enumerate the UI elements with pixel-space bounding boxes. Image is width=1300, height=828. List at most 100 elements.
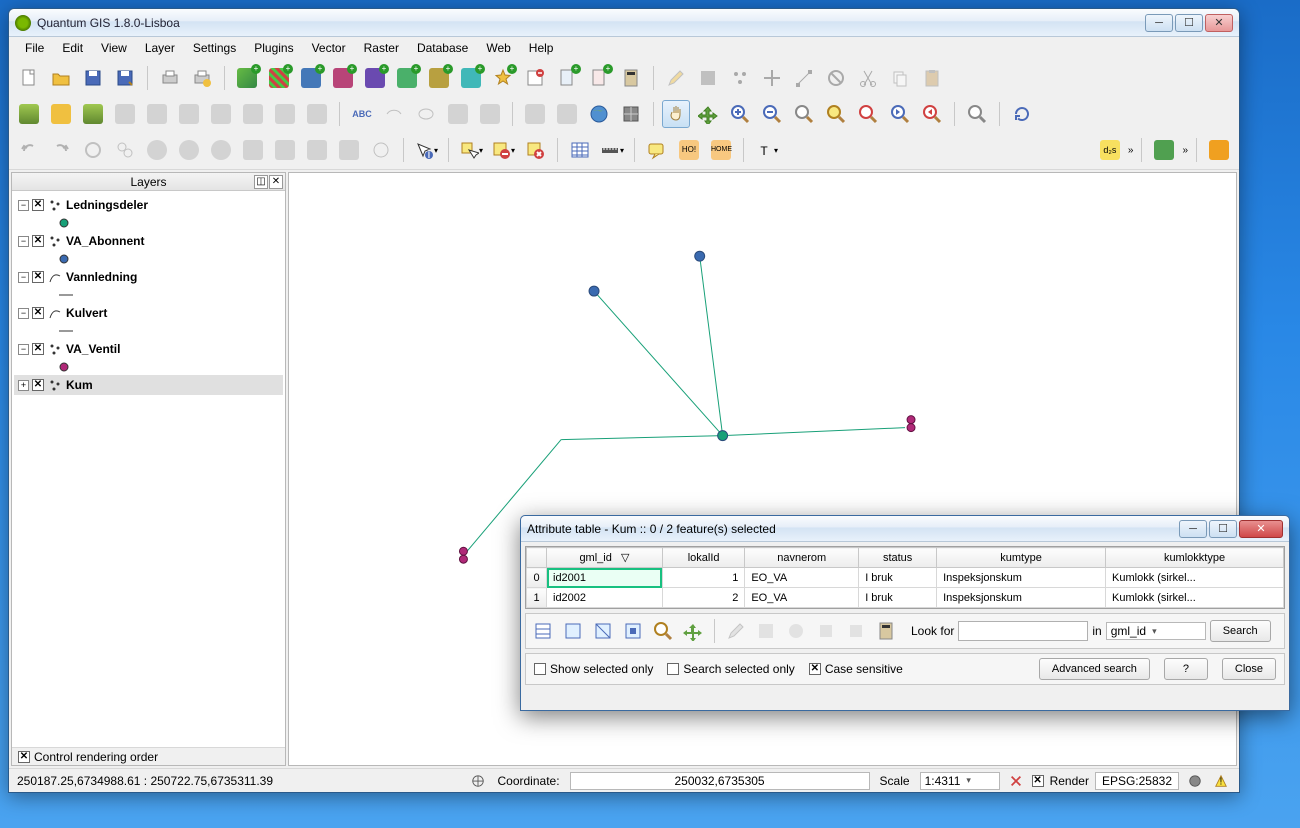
zoom-last-button[interactable] — [886, 100, 914, 128]
new-shapefile-button[interactable]: + — [585, 64, 613, 92]
cut-button[interactable] — [854, 64, 882, 92]
layer-checkbox[interactable]: ✕ — [32, 271, 44, 283]
attr-cell[interactable]: I bruk — [859, 588, 937, 608]
attr-col-header[interactable]: status — [859, 548, 937, 568]
add-wms-button[interactable]: + — [361, 64, 389, 92]
grass-tool-5[interactable] — [143, 100, 171, 128]
grass-tool-1[interactable] — [15, 100, 43, 128]
menu-database[interactable]: Database — [409, 39, 476, 57]
attr-col-header[interactable]: lokalId — [662, 548, 744, 568]
select-button[interactable]: ▾ — [457, 136, 485, 164]
raster-tool-1[interactable] — [521, 100, 549, 128]
menu-help[interactable]: Help — [521, 39, 562, 57]
digitize-8[interactable] — [303, 136, 331, 164]
search-input[interactable] — [958, 621, 1088, 641]
menu-view[interactable]: View — [93, 39, 135, 57]
grass-tool-4[interactable] — [111, 100, 139, 128]
zoom-in-button[interactable] — [726, 100, 754, 128]
paste-button[interactable] — [918, 64, 946, 92]
attr-pan-button[interactable] — [680, 618, 706, 644]
print-composer-button[interactable] — [156, 64, 184, 92]
attr-col-header[interactable]: kumtype — [937, 548, 1106, 568]
text-annotation-button[interactable]: T▾ — [752, 136, 780, 164]
attr-row-header[interactable]: 0 — [527, 568, 547, 588]
add-feature-button[interactable] — [726, 64, 754, 92]
tree-toggle[interactable]: − — [18, 236, 29, 247]
plugin-button[interactable] — [1205, 136, 1233, 164]
close-button[interactable]: Close — [1222, 658, 1276, 680]
measure-button[interactable]: ▾ — [598, 136, 626, 164]
attr-copy-button[interactable] — [620, 618, 646, 644]
attr-col-header[interactable]: navnerom — [745, 548, 859, 568]
menu-raster[interactable]: Raster — [356, 39, 407, 57]
attr-field-calc-button[interactable] — [873, 618, 899, 644]
deselect-all-button[interactable] — [521, 136, 549, 164]
label-tool-2[interactable] — [380, 100, 408, 128]
save-edits-button[interactable] — [694, 64, 722, 92]
coord-input[interactable]: 250032,6735305 — [570, 772, 870, 790]
refresh-button[interactable] — [1008, 100, 1036, 128]
attr-delete-button[interactable] — [753, 618, 779, 644]
raster-tool-2[interactable] — [553, 100, 581, 128]
add-wfs-button[interactable]: + — [393, 64, 421, 92]
attr-cell[interactable]: id2001 — [547, 568, 663, 588]
layer-row[interactable]: − ✕ VA_Ventil — [14, 339, 283, 359]
add-spatialite-button[interactable]: + — [329, 64, 357, 92]
layers-close-button[interactable]: ✕ — [269, 175, 283, 189]
add-vector-button[interactable]: + — [233, 64, 261, 92]
layer-checkbox[interactable]: ✕ — [32, 307, 44, 319]
layer-checkbox[interactable]: ✕ — [32, 235, 44, 247]
attr-maximize-button[interactable]: ☐ — [1209, 520, 1237, 538]
tree-toggle[interactable]: − — [18, 272, 29, 283]
grass-tool-7[interactable] — [207, 100, 235, 128]
attr-row-header[interactable]: 1 — [527, 588, 547, 608]
attr-titlebar[interactable]: Attribute table - Kum :: 0 / 2 feature(s… — [521, 516, 1289, 542]
attr-col-header[interactable]: gml_id ▽ — [547, 548, 663, 568]
calculator-button[interactable] — [617, 64, 645, 92]
zoom-full-button[interactable] — [790, 100, 818, 128]
attr-close-button[interactable]: ✕ — [1239, 520, 1283, 538]
maximize-button[interactable]: ☐ — [1175, 14, 1203, 32]
grass-tool-3[interactable] — [79, 100, 107, 128]
stop-render-button[interactable] — [1006, 771, 1026, 791]
label-tool-5[interactable] — [476, 100, 504, 128]
menu-layer[interactable]: Layer — [137, 39, 183, 57]
zoom-actual-button[interactable] — [963, 100, 991, 128]
layer-row[interactable]: − ✕ Kulvert — [14, 303, 283, 323]
layers-undock-button[interactable]: ◫ — [254, 175, 268, 189]
grass-tool-9[interactable] — [271, 100, 299, 128]
layer-row[interactable]: − ✕ Ledningsdeler — [14, 195, 283, 215]
close-button[interactable]: ✕ — [1205, 14, 1233, 32]
crs-button[interactable] — [1185, 771, 1205, 791]
attr-new-col-button[interactable] — [783, 618, 809, 644]
label-tool-4[interactable] — [444, 100, 472, 128]
menu-settings[interactable]: Settings — [185, 39, 244, 57]
digitize-3[interactable] — [143, 136, 171, 164]
tree-toggle[interactable]: − — [18, 200, 29, 211]
zoom-selection-button[interactable] — [822, 100, 850, 128]
tree-toggle[interactable]: + — [18, 380, 29, 391]
d2s-button[interactable]: d₂s — [1096, 136, 1124, 164]
attr-cell[interactable]: id2002 — [547, 588, 663, 608]
remove-layer-button[interactable] — [521, 64, 549, 92]
render-order-checkbox[interactable]: ✕ — [18, 751, 30, 763]
epsg-label[interactable]: EPSG:25832 — [1095, 772, 1179, 790]
add-raster-button[interactable]: + — [265, 64, 293, 92]
titlebar[interactable]: Quantum GIS 1.8.0-Lisboa ─ ☐ ✕ — [9, 9, 1239, 37]
identify-button[interactable]: i▾ — [412, 136, 440, 164]
digitize-2[interactable] — [111, 136, 139, 164]
grid-button[interactable] — [617, 100, 645, 128]
undo-button[interactable] — [15, 136, 43, 164]
digitize-4[interactable] — [175, 136, 203, 164]
attr-invert-button[interactable] — [590, 618, 616, 644]
attribute-table-button[interactable] — [566, 136, 594, 164]
grass-tool-8[interactable] — [239, 100, 267, 128]
scale-combo[interactable]: 1:4311 — [920, 772, 1000, 790]
menu-edit[interactable]: Edit — [54, 39, 91, 57]
add-postgis-button[interactable]: + — [297, 64, 325, 92]
digitize-9[interactable] — [335, 136, 363, 164]
render-checkbox[interactable]: ✕ — [1032, 775, 1044, 787]
composer-manager-button[interactable] — [188, 64, 216, 92]
attr-cell[interactable]: Kumlokk (sirkel... — [1106, 568, 1284, 588]
digitize-10[interactable] — [367, 136, 395, 164]
